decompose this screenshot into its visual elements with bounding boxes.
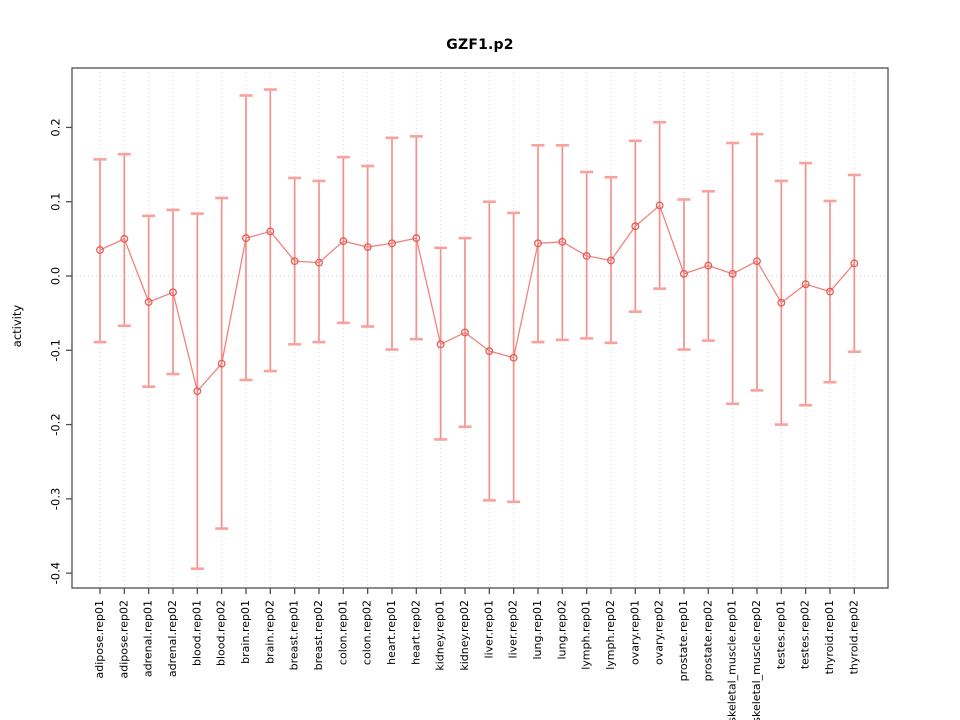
x-tick-label: kidney.rep01 — [434, 600, 447, 671]
data-point — [631, 222, 640, 231]
x-tick-label: testes.rep02 — [799, 600, 812, 669]
x-tick-label: brain.rep02 — [263, 600, 276, 664]
x-tick-label: lung.rep02 — [555, 600, 568, 660]
data-point — [655, 201, 664, 210]
x-tick-label: skeletal_muscle.rep01 — [726, 600, 739, 720]
x-tick-label: blood.rep01 — [190, 600, 203, 666]
data-point — [728, 269, 737, 278]
x-tick-label: ovary.rep01 — [628, 600, 641, 665]
data-point — [850, 259, 859, 268]
data-point — [169, 288, 177, 297]
y-tick-label: 0.1 — [49, 193, 63, 211]
y-tick-label: -0.4 — [49, 562, 63, 584]
data-point — [534, 239, 542, 248]
data-point — [485, 347, 494, 355]
x-tick-label: liver.rep01 — [482, 600, 495, 658]
x-tick-label: thyroid.rep02 — [847, 600, 860, 674]
data-point — [315, 258, 323, 267]
chart-title: GZF1.p2 — [446, 37, 514, 53]
data-point — [704, 261, 713, 270]
data-point — [801, 280, 810, 289]
x-tick-label: adrenal.rep01 — [142, 600, 155, 677]
data-point — [607, 256, 615, 265]
x-tick-label: lymph.rep02 — [604, 600, 617, 670]
x-tick-label: breast.rep02 — [312, 600, 325, 670]
y-tick-label: 0.0 — [49, 267, 63, 285]
data-point — [290, 257, 299, 266]
data-point — [388, 239, 396, 248]
data-point — [509, 353, 518, 362]
data-point — [412, 234, 421, 243]
x-tick-label: prostate.rep01 — [677, 600, 690, 681]
data-point — [217, 359, 226, 368]
data-point — [436, 340, 445, 349]
data-point — [777, 298, 786, 307]
data-point — [461, 328, 469, 337]
x-tick-label: lung.rep01 — [531, 600, 544, 660]
x-tick-label: thyroid.rep01 — [823, 600, 836, 674]
x-tick-label: skeletal_muscle.rep02 — [750, 600, 763, 720]
data-point — [826, 287, 834, 296]
data-point — [680, 269, 688, 278]
y-tick-label: -0.1 — [49, 339, 63, 361]
y-tick-label: -0.3 — [49, 488, 63, 510]
x-tick-label: prostate.rep02 — [701, 600, 714, 681]
data-point — [144, 298, 153, 306]
x-tick-label: lymph.rep01 — [580, 600, 593, 670]
x-tick-label: liver.rep02 — [507, 600, 520, 658]
x-tick-label: colon.rep02 — [361, 600, 374, 665]
x-tick-label: kidney.rep02 — [458, 600, 471, 671]
x-tick-label: adipose.rep01 — [93, 600, 106, 679]
data-point — [558, 237, 567, 246]
data-point — [582, 251, 591, 260]
x-tick-label: brain.rep01 — [239, 600, 252, 664]
x-tick-label: colon.rep01 — [336, 600, 349, 665]
x-tick-label: heart.rep02 — [409, 600, 422, 665]
plot-border — [71, 67, 889, 589]
x-tick-label: testes.rep01 — [774, 600, 787, 669]
x-tick-label: adrenal.rep02 — [166, 600, 179, 677]
data-point — [120, 234, 129, 243]
data-point — [363, 243, 372, 251]
y-tick-label: -0.2 — [49, 413, 63, 435]
data-point — [242, 234, 250, 243]
y-tick-label: 0.2 — [49, 118, 63, 136]
x-tick-label: blood.rep02 — [215, 600, 228, 666]
x-tick-label: breast.rep01 — [288, 600, 301, 670]
series-line — [99, 204, 855, 393]
x-tick-label: heart.rep01 — [385, 600, 398, 665]
data-point — [339, 237, 348, 246]
x-tick-label: ovary.rep02 — [653, 600, 666, 665]
data-point — [266, 227, 275, 236]
x-tick-label: adipose.rep02 — [117, 600, 130, 679]
data-point — [753, 257, 761, 266]
data-point — [193, 387, 202, 396]
data-point — [96, 246, 104, 254]
